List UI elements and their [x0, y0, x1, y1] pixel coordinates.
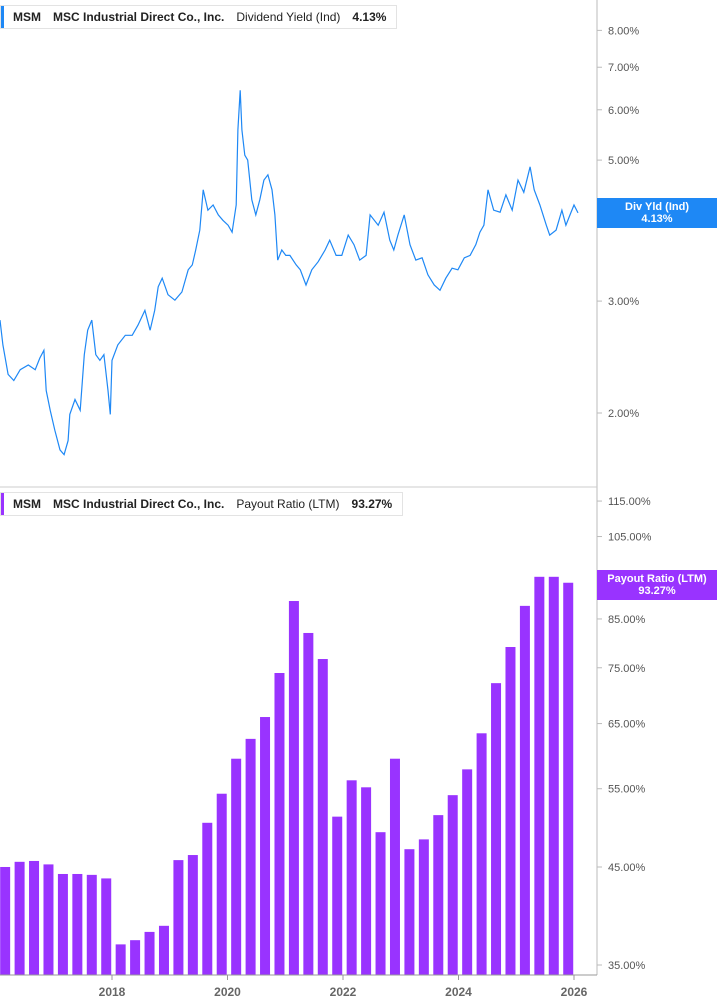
payout-bar	[86, 874, 97, 975]
payout-legend-swatch	[1, 493, 4, 515]
y-tick-label: 6.00%	[608, 105, 639, 117]
payout-bar	[173, 860, 184, 975]
legend-value: 4.13%	[352, 10, 387, 24]
y-tick-label: 115.00%	[608, 496, 651, 508]
payout-bar	[130, 940, 141, 975]
payout-bar	[0, 866, 11, 975]
payout-bar	[303, 632, 314, 975]
y-tick-label: 7.00%	[608, 62, 639, 74]
payout-bar	[231, 758, 242, 975]
payout-bar	[389, 758, 400, 975]
payout-bar	[216, 793, 227, 975]
payout-bar	[548, 576, 559, 975]
x-tick-label: 2022	[330, 985, 357, 999]
payout-bar	[43, 864, 54, 975]
x-axis: 2018 2020 2022 2024 2026	[99, 975, 588, 999]
yield-last-value-tag: Div Yld (Ind) 4.13%	[597, 198, 717, 228]
payout-bar	[72, 873, 83, 975]
payout-bar	[57, 873, 68, 975]
payout-bar	[418, 839, 429, 975]
legend-ticker: MSM	[13, 10, 41, 24]
y-tick-label: 75.00%	[608, 663, 646, 675]
payout-bar	[158, 925, 169, 975]
legend-ticker: MSM	[13, 497, 41, 511]
tag-label: Div Yld (Ind)	[625, 201, 689, 213]
payout-bar	[361, 787, 372, 975]
payout-bar	[462, 769, 473, 975]
x-tick-label: 2018	[99, 985, 126, 999]
y-tick-label: 35.00%	[608, 960, 646, 972]
x-tick-label: 2020	[214, 985, 241, 999]
payout-last-value-tag: Payout Ratio (LTM) 93.27%	[597, 570, 717, 600]
payout-legend: MSM MSC Industrial Direct Co., Inc. Payo…	[0, 492, 404, 516]
y-tick-label: 105.00%	[608, 532, 652, 544]
y-tick-label: 65.00%	[608, 719, 646, 731]
payout-bar	[260, 717, 271, 975]
y-tick-label: 2.00%	[608, 408, 639, 420]
payout-bar	[505, 647, 516, 975]
legend-metric: Payout Ratio (LTM)	[236, 497, 340, 511]
y-tick-label: 3.00%	[608, 296, 639, 308]
payout-bar	[202, 822, 213, 975]
payout-bar	[404, 849, 415, 975]
legend-value: 93.27%	[351, 497, 393, 511]
legend-metric: Dividend Yield (Ind)	[236, 10, 341, 24]
y-tick-label: 85.00%	[608, 614, 646, 626]
payout-bar	[245, 738, 256, 975]
legend-company: MSC Industrial Direct Co., Inc.	[53, 10, 225, 24]
tag-label: Payout Ratio (LTM)	[607, 573, 707, 585]
payout-bar	[563, 582, 574, 975]
payout-bar	[476, 733, 487, 975]
tag-value: 93.27%	[638, 585, 676, 597]
x-tick-label: 2026	[561, 985, 588, 999]
payout-bar	[288, 601, 299, 975]
payout-bar	[274, 673, 285, 975]
payout-bar	[447, 795, 458, 975]
payout-bar	[375, 832, 386, 975]
payout-bar	[346, 780, 357, 975]
payout-bar	[332, 816, 343, 975]
payout-bar	[101, 878, 112, 975]
tag-value: 4.13%	[641, 213, 673, 225]
y-tick-label: 8.00%	[608, 25, 639, 37]
y-tick-label: 45.00%	[608, 862, 646, 874]
y-tick-label: 5.00%	[608, 155, 639, 167]
payout-bar	[187, 855, 198, 975]
payout-bar	[29, 860, 40, 975]
payout-bar	[491, 683, 502, 975]
payout-bar	[144, 931, 155, 975]
y-tick-label: 55.00%	[608, 784, 646, 796]
payout-bar	[317, 659, 328, 975]
legend-company: MSC Industrial Direct Co., Inc.	[53, 497, 225, 511]
payout-axis: 115.00% 105.00% 85.00% 75.00% 65.00% 55.00% 45…	[597, 496, 652, 972]
payout-bar	[115, 944, 126, 975]
payout-bar	[534, 576, 545, 975]
x-tick-label: 2024	[445, 985, 472, 999]
payout-bar	[433, 815, 444, 975]
yield-legend: MSM MSC Industrial Direct Co., Inc. Divi…	[0, 5, 398, 29]
payout-bar	[14, 861, 25, 975]
payout-bars	[0, 576, 574, 975]
yield-series-line	[0, 90, 579, 456]
yield-legend-swatch	[1, 6, 4, 28]
payout-bar	[519, 605, 530, 975]
